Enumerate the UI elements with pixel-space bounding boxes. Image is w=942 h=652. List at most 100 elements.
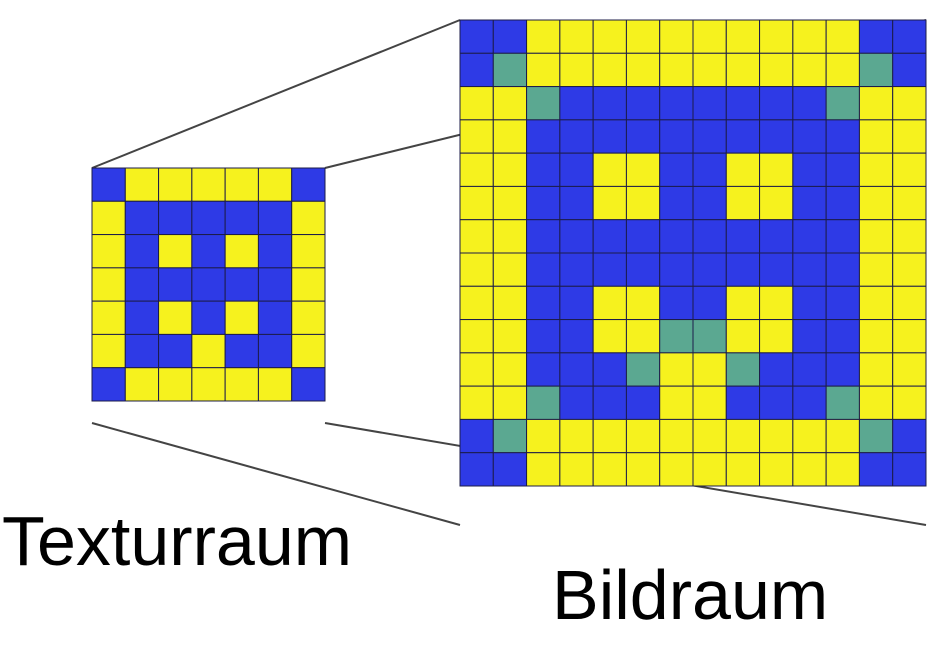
image-cell-1-1 — [492, 52, 528, 88]
texture-cell-6-1 — [124, 367, 160, 402]
image-cell-3-0 — [459, 119, 494, 154]
image-cell-4-5 — [625, 152, 661, 187]
image-cell-7-6 — [659, 252, 694, 287]
image-cell-4-7 — [692, 152, 727, 187]
image-cell-5-9 — [759, 185, 794, 221]
texture-cell-1-3 — [191, 200, 226, 236]
image-cell-5-13 — [892, 185, 927, 221]
texture-cell-4-0 — [91, 300, 126, 335]
texture-cell-0-2 — [158, 167, 193, 202]
image-cell-9-4 — [592, 319, 627, 354]
texture-cell-3-3 — [191, 267, 226, 302]
image-cell-0-0 — [459, 19, 494, 54]
image-cell-7-0 — [459, 252, 494, 287]
image-cell-10-12 — [858, 352, 894, 387]
image-cell-6-11 — [825, 219, 860, 254]
image-cell-2-13 — [892, 86, 927, 121]
texture-cell-5-4 — [224, 333, 259, 369]
texture-space-label: Texturraum — [2, 502, 353, 580]
image-cell-6-4 — [592, 219, 627, 254]
image-cell-12-6 — [659, 418, 694, 454]
image-cell-0-2 — [526, 19, 561, 54]
texture-cell-5-2 — [158, 333, 193, 369]
image-cell-8-10 — [792, 285, 827, 321]
image-cell-12-5 — [625, 418, 661, 454]
texture-cell-0-4 — [224, 167, 259, 202]
texture-grid — [91, 167, 326, 402]
image-cell-2-12 — [858, 86, 894, 121]
image-cell-6-12 — [858, 219, 894, 254]
image-cell-0-13 — [892, 19, 927, 54]
image-cell-11-1 — [492, 385, 528, 420]
image-cell-12-1 — [492, 418, 528, 454]
image-cell-3-4 — [592, 119, 627, 154]
image-cell-1-7 — [692, 52, 727, 88]
texture-cell-0-1 — [124, 167, 160, 202]
image-cell-4-12 — [858, 152, 894, 187]
image-cell-11-4 — [592, 385, 627, 420]
image-cell-13-10 — [792, 452, 827, 487]
image-cell-9-5 — [625, 319, 661, 354]
image-cell-7-7 — [692, 252, 727, 287]
texture-cell-1-0 — [91, 200, 126, 236]
texture-cell-4-2 — [158, 300, 193, 335]
image-cell-9-0 — [459, 319, 494, 354]
image-cell-10-9 — [759, 352, 794, 387]
image-cell-1-9 — [759, 52, 794, 88]
image-cell-8-2 — [526, 285, 561, 321]
texture-cell-4-6 — [291, 300, 326, 335]
image-cell-7-9 — [759, 252, 794, 287]
image-cell-8-7 — [692, 285, 727, 321]
image-cell-9-9 — [759, 319, 794, 354]
image-cell-5-4 — [592, 185, 627, 221]
image-cell-2-11 — [825, 86, 860, 121]
image-cell-1-3 — [559, 52, 594, 88]
image-cell-8-5 — [625, 285, 661, 321]
image-cell-0-6 — [659, 19, 694, 54]
texture-cell-6-6 — [291, 367, 326, 402]
image-cell-11-3 — [559, 385, 594, 420]
image-cell-0-5 — [625, 19, 661, 54]
image-cell-1-2 — [526, 52, 561, 88]
image-cell-4-13 — [892, 152, 927, 187]
image-cell-13-8 — [725, 452, 761, 487]
image-cell-12-2 — [526, 418, 561, 454]
image-cell-10-11 — [825, 352, 860, 387]
image-cell-3-7 — [692, 119, 727, 154]
image-cell-7-11 — [825, 252, 860, 287]
texture-cell-2-0 — [91, 234, 126, 269]
image-cell-1-13 — [892, 52, 927, 88]
image-cell-7-5 — [625, 252, 661, 287]
image-cell-11-7 — [692, 385, 727, 420]
image-cell-11-9 — [759, 385, 794, 420]
image-cell-8-8 — [725, 285, 761, 321]
texture-cell-2-5 — [257, 234, 293, 269]
image-cell-7-10 — [792, 252, 827, 287]
texture-cell-2-1 — [124, 234, 160, 269]
image-cell-0-10 — [792, 19, 827, 54]
image-cell-10-4 — [592, 352, 627, 387]
image-cell-4-11 — [825, 152, 860, 187]
texture-cell-0-0 — [91, 167, 126, 202]
image-cell-12-13 — [892, 418, 927, 454]
image-cell-13-6 — [659, 452, 694, 487]
image-cell-5-2 — [526, 185, 561, 221]
image-cell-3-12 — [858, 119, 894, 154]
image-cell-13-11 — [825, 452, 860, 487]
texture-cell-1-2 — [158, 200, 193, 236]
image-cell-0-8 — [725, 19, 761, 54]
texture-cell-5-0 — [91, 333, 126, 369]
image-cell-3-13 — [892, 119, 927, 154]
image-cell-5-0 — [459, 185, 494, 221]
image-cell-3-9 — [759, 119, 794, 154]
texture-cell-5-6 — [291, 333, 326, 369]
image-cell-10-7 — [692, 352, 727, 387]
image-cell-6-3 — [559, 219, 594, 254]
image-cell-11-13 — [892, 385, 927, 420]
image-cell-5-3 — [559, 185, 594, 221]
image-cell-2-5 — [625, 86, 661, 121]
image-cell-9-10 — [792, 319, 827, 354]
image-cell-6-8 — [725, 219, 761, 254]
image-cell-7-1 — [492, 252, 528, 287]
texture-cell-2-6 — [291, 234, 326, 269]
